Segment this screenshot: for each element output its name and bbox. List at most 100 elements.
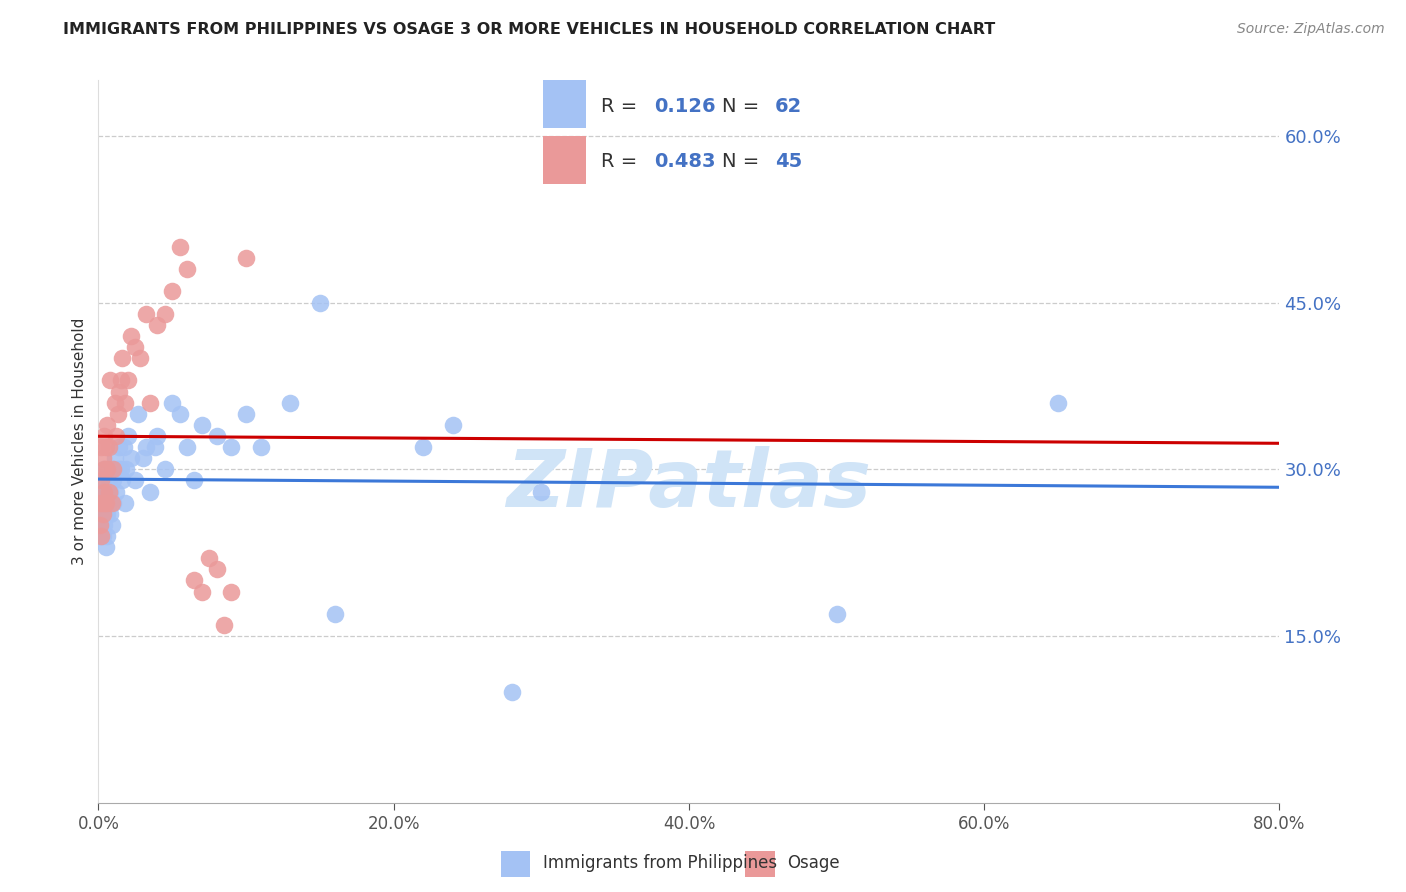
Point	[205, 429, 228, 443]
Point	[191, 584, 214, 599]
Point	[162, 285, 183, 299]
Point	[107, 407, 129, 421]
Point	[323, 607, 346, 621]
Point	[120, 451, 142, 466]
Point	[94, 484, 117, 499]
Point	[96, 507, 118, 521]
Point	[96, 417, 118, 432]
Point	[93, 462, 115, 476]
Point	[93, 484, 115, 499]
Point	[91, 507, 114, 521]
Point	[153, 462, 176, 476]
Point	[124, 340, 146, 354]
Point	[198, 551, 221, 566]
Point	[205, 562, 228, 576]
Point	[176, 262, 198, 277]
Point	[221, 584, 243, 599]
Point	[98, 484, 121, 499]
Bar	[543, 80, 586, 128]
Point	[91, 507, 114, 521]
Point	[146, 429, 169, 443]
Point	[124, 474, 146, 488]
Point	[153, 307, 176, 321]
Point	[96, 529, 118, 543]
Point	[501, 684, 523, 698]
Text: 0.483: 0.483	[654, 152, 716, 170]
Point	[97, 484, 120, 499]
Text: N =: N =	[723, 152, 766, 170]
Point	[235, 251, 257, 265]
Point	[89, 496, 111, 510]
Bar	[501, 851, 530, 877]
Point	[235, 407, 257, 421]
Point	[91, 451, 114, 466]
Point	[91, 529, 114, 543]
Point	[183, 574, 205, 588]
Text: 45: 45	[775, 152, 801, 170]
Point	[143, 440, 166, 454]
Text: ZIPatlas: ZIPatlas	[506, 446, 872, 524]
Point	[412, 440, 434, 454]
Point	[191, 417, 214, 432]
Text: Osage: Osage	[787, 854, 839, 872]
Point	[127, 407, 149, 421]
Point	[146, 318, 169, 332]
Point	[112, 440, 135, 454]
Point	[90, 440, 112, 454]
Y-axis label: 3 or more Vehicles in Household: 3 or more Vehicles in Household	[72, 318, 87, 566]
Point	[91, 496, 114, 510]
Point	[110, 462, 132, 476]
Point	[110, 373, 132, 387]
Text: Immigrants from Philippines: Immigrants from Philippines	[543, 854, 778, 872]
Point	[441, 417, 464, 432]
Text: 0.126: 0.126	[654, 97, 716, 116]
Text: Source: ZipAtlas.com: Source: ZipAtlas.com	[1237, 22, 1385, 37]
Point	[108, 384, 131, 399]
Point	[107, 462, 129, 476]
Point	[108, 440, 131, 454]
Point	[104, 451, 127, 466]
Point	[114, 395, 136, 409]
Point	[94, 540, 117, 554]
Point	[96, 462, 118, 476]
Point	[89, 529, 111, 543]
Point	[90, 474, 112, 488]
Point	[100, 517, 122, 532]
Text: 62: 62	[775, 97, 801, 116]
Text: IMMIGRANTS FROM PHILIPPINES VS OSAGE 3 OR MORE VEHICLES IN HOUSEHOLD CORRELATION: IMMIGRANTS FROM PHILIPPINES VS OSAGE 3 O…	[63, 22, 995, 37]
Point	[93, 462, 115, 476]
Point	[94, 507, 117, 521]
Point	[90, 517, 112, 532]
Bar	[543, 136, 586, 184]
Point	[96, 496, 118, 510]
Point	[91, 474, 114, 488]
Point	[309, 295, 332, 310]
Text: R =: R =	[602, 152, 644, 170]
Point	[105, 429, 128, 443]
Point	[103, 462, 125, 476]
Point	[162, 395, 183, 409]
Point	[169, 407, 191, 421]
Point	[1046, 395, 1070, 409]
Point	[100, 462, 122, 476]
Point	[90, 484, 112, 499]
Point	[104, 395, 127, 409]
Point	[825, 607, 848, 621]
Point	[135, 440, 157, 454]
Point	[105, 484, 128, 499]
Point	[90, 529, 112, 543]
Point	[250, 440, 273, 454]
Point	[530, 484, 553, 499]
Point	[212, 618, 235, 632]
Point	[111, 351, 134, 366]
Point	[221, 440, 243, 454]
Point	[97, 440, 120, 454]
Point	[98, 373, 121, 387]
Point	[93, 429, 115, 443]
Point	[139, 484, 162, 499]
Point	[103, 496, 125, 510]
Point	[103, 474, 125, 488]
Text: N =: N =	[723, 97, 766, 116]
Point	[89, 517, 111, 532]
Point	[117, 373, 139, 387]
